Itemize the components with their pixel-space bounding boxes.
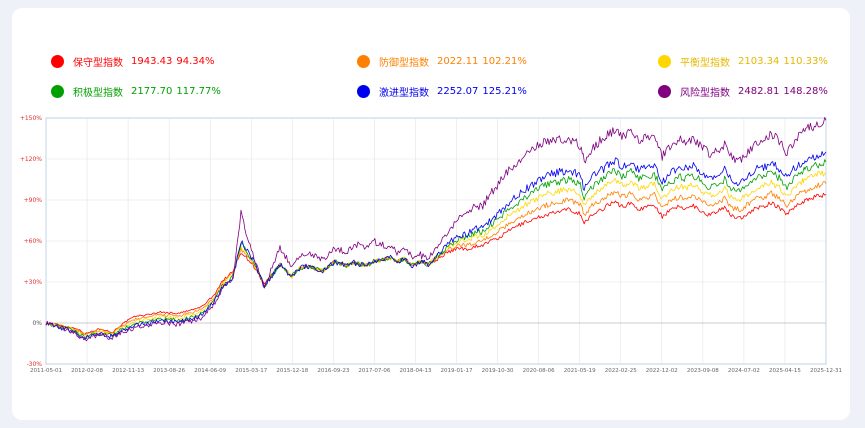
series-line-5 — [45, 117, 827, 342]
y-tick-label: +120% — [20, 156, 42, 163]
legend-name: 积极型指数 — [73, 87, 123, 99]
x-tick-label: 2024-07-02 — [728, 368, 760, 374]
series-line-4 — [45, 151, 827, 340]
series-dot-icon — [357, 84, 370, 98]
legend-change: 125.21% — [482, 85, 527, 97]
legend-item-conservative[interactable]: 保守型指数 1943.43 94.34% — [51, 52, 215, 70]
y-tick-label: +60% — [24, 238, 43, 245]
y-tick-label: 0% — [32, 320, 42, 327]
legend-name: 保守型指数 — [73, 57, 123, 69]
legend: 保守型指数 1943.43 94.34% 防御型指数 2022.11 102.2… — [12, 8, 850, 108]
x-tick-label: 2023-09-08 — [687, 368, 719, 374]
x-tick-label: 2017-07-06 — [358, 368, 390, 374]
legend-name: 激进型指数 — [379, 87, 429, 99]
legend-change: 102.21% — [482, 55, 527, 67]
legend-item-balanced[interactable]: 平衡型指数 2103.34 110.33% — [658, 52, 828, 70]
legend-name: 平衡型指数 — [680, 57, 730, 69]
x-tick-label: 2014-06-09 — [194, 368, 226, 374]
legend-item-active[interactable]: 积极型指数 2177.70 117.77% — [51, 82, 221, 100]
x-tick-label: 2020-08-06 — [523, 368, 555, 374]
x-tick-label: 2015-12-18 — [276, 368, 308, 374]
series-dot-icon — [658, 54, 671, 68]
legend-change: 94.34% — [176, 55, 215, 67]
x-tick-label: 2025-04-15 — [769, 368, 801, 374]
x-tick-label: 2022-12-02 — [646, 368, 678, 374]
y-tick-label: +30% — [24, 279, 43, 286]
x-tick-label: 2021-05-19 — [564, 368, 596, 374]
x-tick-label: 2012-11-13 — [112, 368, 144, 374]
series-dot-icon — [357, 54, 370, 68]
x-tick-label: 2018-04-13 — [399, 368, 431, 374]
x-tick-label: 2022-02-25 — [605, 368, 637, 374]
legend-item-defensive[interactable]: 防御型指数 2022.11 102.21% — [357, 52, 527, 70]
series-dot-icon — [51, 84, 64, 98]
legend-name: 防御型指数 — [379, 57, 429, 69]
legend-value: 2103.34 — [738, 55, 780, 67]
series-dot-icon — [51, 54, 64, 68]
y-tick-label: +150% — [20, 115, 42, 122]
legend-value: 2482.81 — [738, 85, 780, 97]
legend-value: 1943.43 — [131, 55, 173, 67]
y-tick-label: +90% — [24, 197, 43, 204]
x-tick-label: 2012-02-08 — [71, 368, 103, 374]
x-tick-label: 2019-10-30 — [482, 368, 514, 374]
legend-item-aggressive[interactable]: 激进型指数 2252.07 125.21% — [357, 82, 527, 100]
series-line-3 — [45, 159, 827, 339]
y-tick-label: -30% — [26, 361, 42, 368]
x-tick-label: 2013-08-26 — [153, 368, 185, 374]
x-tick-label: 2016-09-23 — [317, 368, 349, 374]
legend-value: 2022.11 — [437, 55, 479, 67]
x-tick-label: 2019-01-17 — [441, 368, 473, 374]
x-tick-label: 2025-12-31 — [810, 368, 842, 374]
legend-item-risk[interactable]: 风险型指数 2482.81 148.28% — [658, 82, 828, 100]
legend-value: 2177.70 — [131, 85, 173, 97]
legend-change: 148.28% — [783, 85, 828, 97]
legend-change: 110.33% — [783, 55, 828, 67]
x-tick-label: 2015-03-17 — [235, 368, 267, 374]
legend-value: 2252.07 — [437, 85, 479, 97]
legend-name: 风险型指数 — [680, 87, 730, 99]
legend-change: 117.77% — [176, 85, 221, 97]
x-tick-label: 2011-05-01 — [30, 368, 62, 374]
series-dot-icon — [658, 84, 671, 98]
